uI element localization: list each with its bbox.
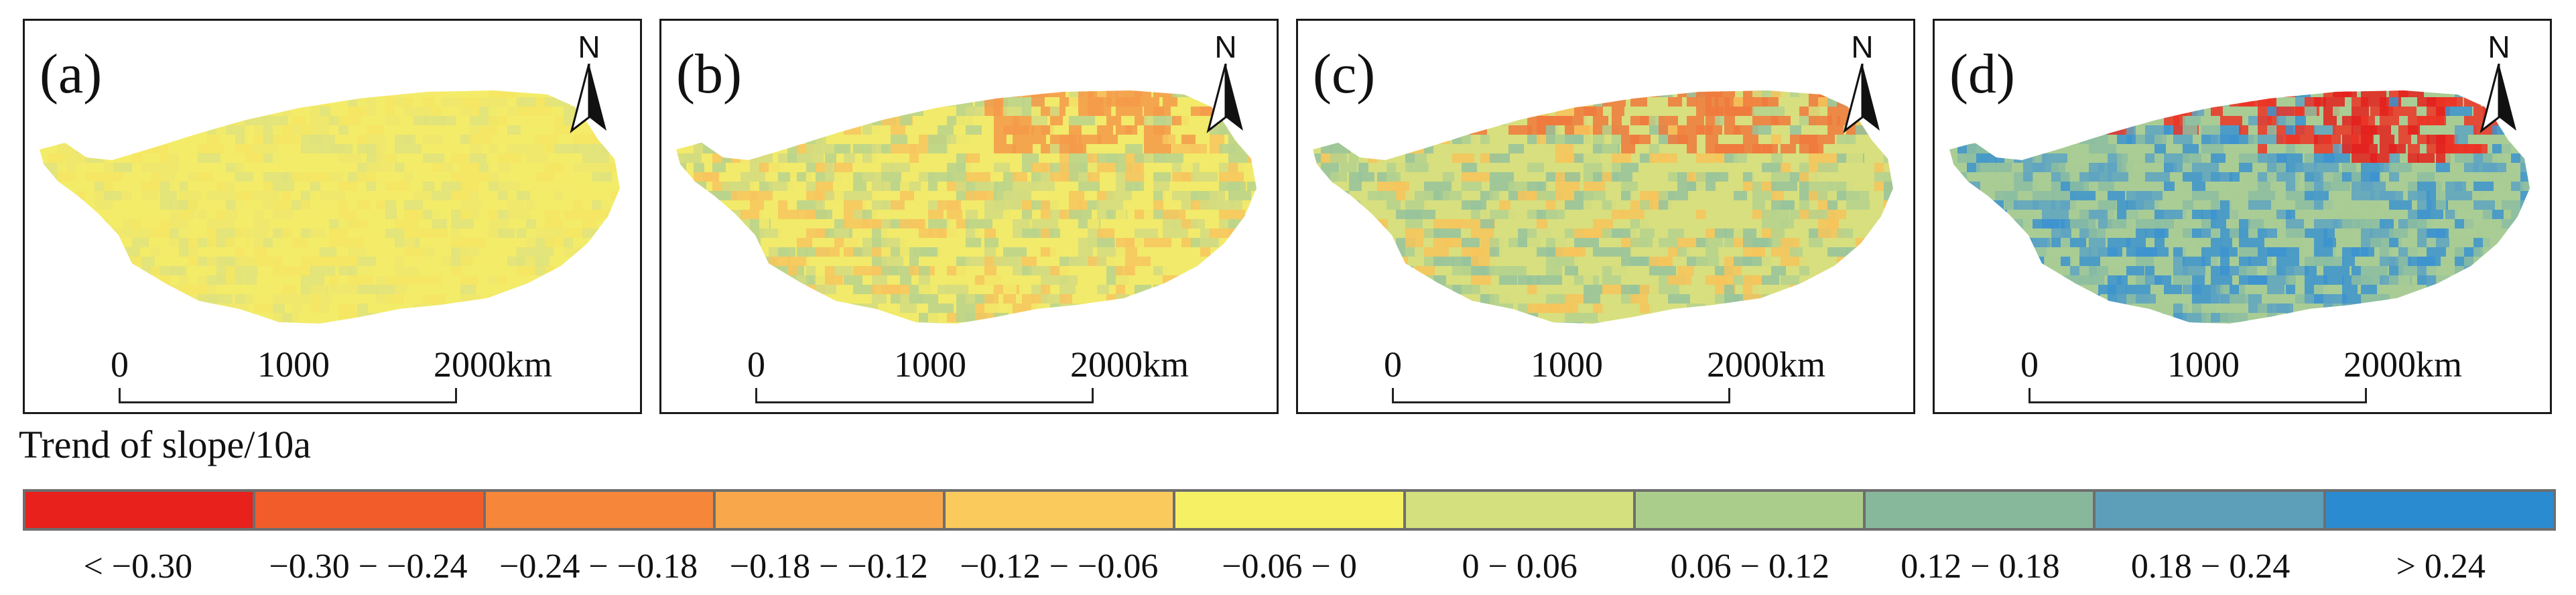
- legend-swatch-6: [1405, 492, 1636, 528]
- legend-labels: < −0.30 −0.30 − −0.24 −0.24 − −0.18 −0.18 −…: [23, 549, 2556, 584]
- map-panel-d: (d) N 0 1000 2000km: [1933, 19, 2552, 414]
- north-arrow-icon: N: [1836, 31, 1889, 139]
- legend-swatch-8: [1866, 492, 2096, 528]
- legend-swatch-10: [2325, 492, 2553, 528]
- legend-label-9: 0.18 − 0.24: [2130, 547, 2291, 586]
- legend-label-8: 0.12 − 0.18: [1901, 547, 2060, 586]
- legend-swatch-0: [25, 492, 256, 528]
- legend-swatch-4: [946, 492, 1176, 528]
- legend-label-7: 0.06 − 0.12: [1670, 547, 1829, 586]
- legend-swatch-5: [1175, 492, 1406, 528]
- legend-swatch-7: [1635, 492, 1866, 528]
- map-plateau-d: [1949, 90, 2530, 324]
- legend-label-4: −0.12 − −0.06: [960, 547, 1159, 586]
- panel-label-d: (d): [1949, 43, 2015, 105]
- panel-label-c: (c): [1313, 43, 1376, 105]
- north-arrow-icon: N: [1199, 31, 1252, 139]
- legend-label-2: −0.24 − −0.18: [499, 547, 698, 586]
- legend-title: Trend of slope/10a: [19, 423, 312, 466]
- legend-swatch-3: [715, 492, 946, 528]
- legend-label-3: −0.18 − −0.12: [729, 547, 928, 586]
- north-label: N: [1851, 29, 1874, 64]
- legend-swatch-2: [485, 492, 716, 528]
- map-panel-b: (b) N 0 1000 2000km: [659, 19, 1279, 414]
- north-label: N: [578, 29, 600, 64]
- map-panel-c: (c) N 0 1000 2000km: [1296, 19, 1915, 414]
- map-plateau-b: [676, 90, 1257, 324]
- legend-color-bar: [23, 489, 2556, 531]
- north-arrow-icon: N: [2472, 31, 2526, 139]
- legend-swatch-9: [2096, 492, 2326, 528]
- north-label: N: [1214, 29, 1237, 64]
- panel-label-b: (b): [676, 43, 742, 105]
- legend-label-5: −0.06 − 0: [1222, 547, 1357, 586]
- legend-label-10: > 0.24: [2396, 547, 2486, 586]
- legend-label-6: 0 − 0.06: [1462, 547, 1577, 586]
- panel-label-a: (a): [40, 43, 103, 105]
- legend-label-1: −0.30 − −0.24: [269, 547, 468, 586]
- north-arrow-icon: N: [562, 31, 616, 139]
- map-plateau-a: [40, 90, 620, 324]
- legend-label-0: < −0.30: [83, 547, 193, 586]
- legend-swatch-1: [255, 492, 486, 528]
- north-label: N: [2488, 29, 2510, 64]
- map-panel-a: (a) N 0 1000 2000km: [23, 19, 642, 414]
- map-plateau-c: [1313, 90, 1893, 324]
